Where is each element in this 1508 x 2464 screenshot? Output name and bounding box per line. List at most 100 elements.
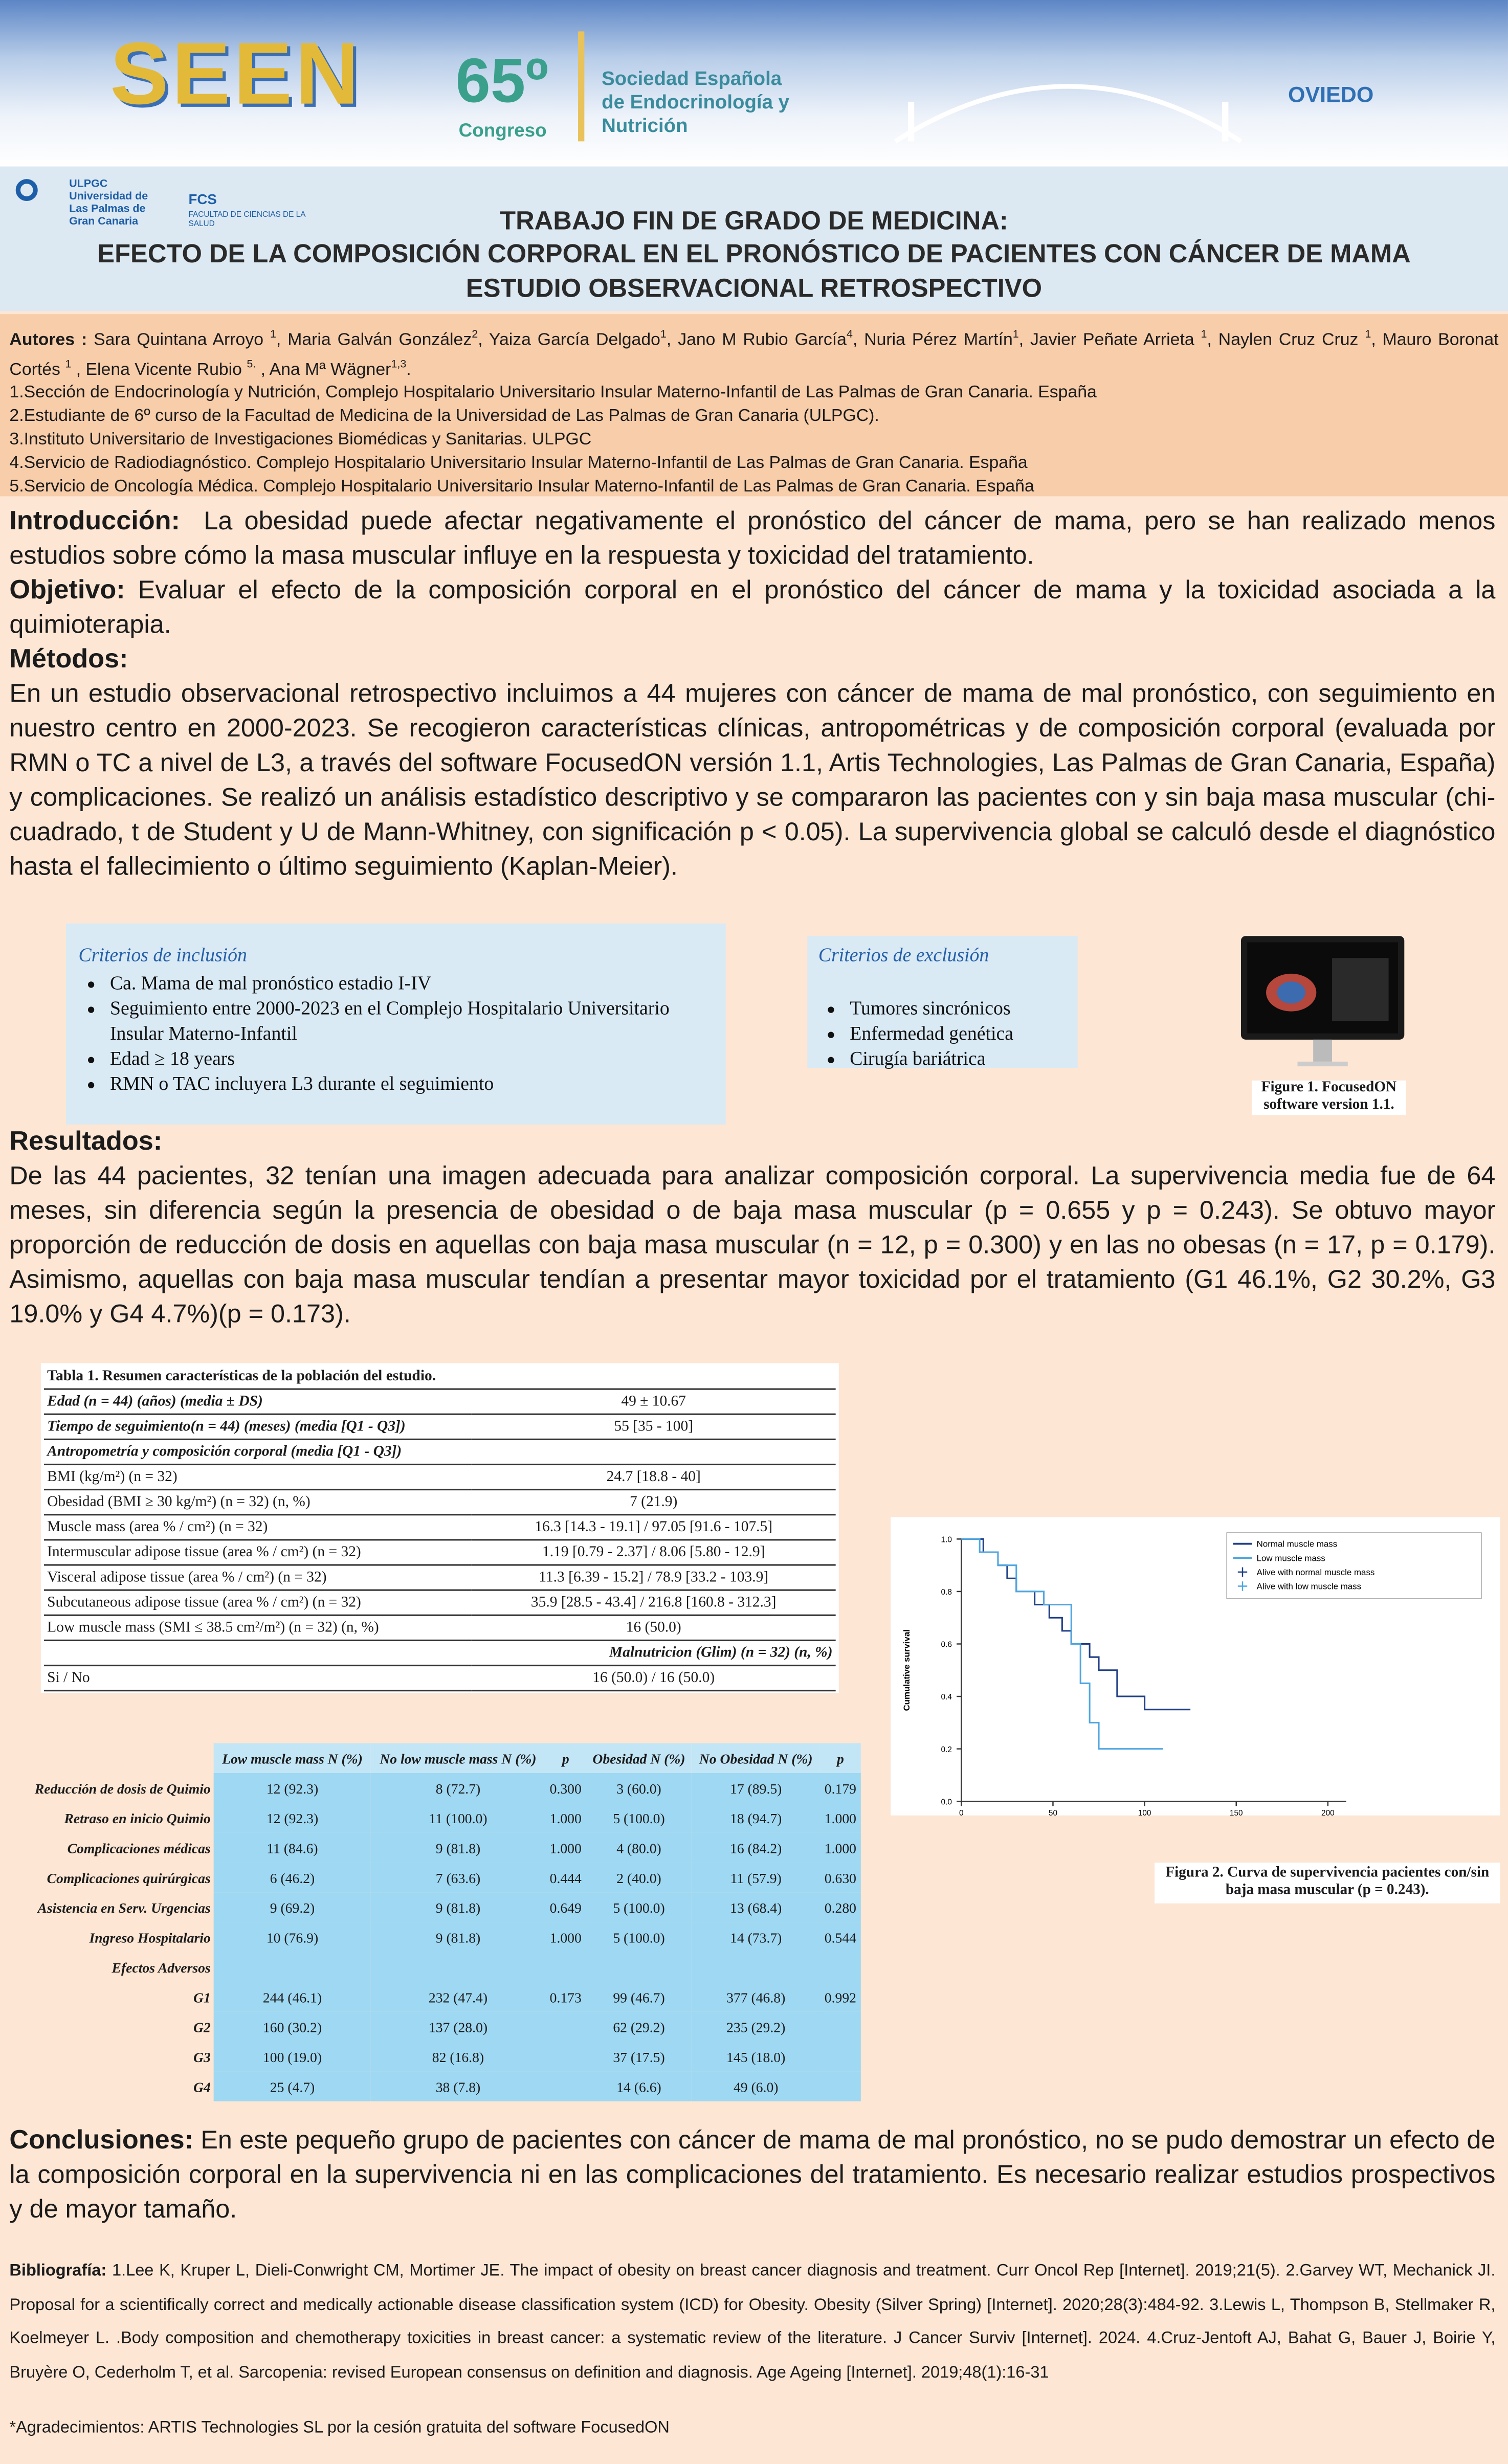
table-value: 1.19 [0.79 - 2.37] / 8.06 [5.80 - 12.9] <box>471 1539 836 1566</box>
table-row: Reducción de dosis de Quimio 12 (92.3) 8 (… <box>18 1773 861 1803</box>
y-tick-label: 1.0 <box>941 1536 952 1544</box>
author-sup: 4 <box>846 329 853 341</box>
table-value: 7 (63.6) <box>371 1862 545 1893</box>
author-text: , Yaiza García Delgado <box>478 330 660 350</box>
table-label: Tiempo de seguimiento(n = 44) (meses) (m… <box>43 1414 472 1440</box>
table-value: 13 (68.4) <box>692 1892 820 1922</box>
author-text: , Elena Vicente Rubio <box>71 360 247 379</box>
table-row: Edad (n = 44) (años) (media ± DS) 49 ± 10… <box>43 1390 836 1415</box>
author-text: Sara Quintana Arroyo <box>87 330 270 350</box>
row-label: Ingreso Hospitalario <box>18 1922 214 1953</box>
criteria-item: Seguimiento entre 2000-2023 en el Comple… <box>110 996 713 1046</box>
y-tick-label: 0.4 <box>941 1693 952 1701</box>
table-row: Ingreso Hospitalario 10 (76.9) 9 (81.8) 1.0… <box>18 1922 861 1953</box>
section-label: Métodos: <box>9 644 128 674</box>
table-value: 82 (16.8) <box>371 2042 545 2072</box>
author-sup: 1,3 <box>391 359 407 370</box>
table-value: 9 (81.8) <box>371 1892 545 1922</box>
table-value: 3 (60.0) <box>586 1773 692 1803</box>
results-section: Resultados: De las 44 pacientes, 32 tení… <box>9 1125 1495 1332</box>
stand-base <box>1297 1061 1348 1067</box>
column-header: No low muscle mass N (%) <box>371 1743 545 1773</box>
table-value: 0.649 <box>545 1892 586 1922</box>
figure2-caption: Figura 2. Curva de supervivencia pacient… <box>1155 1862 1500 1903</box>
legend-label: Alive with normal muscle mass <box>1257 1567 1375 1577</box>
table-value: 11 (84.6) <box>213 1832 371 1863</box>
metodos: Métodos: En un estudio observacional retr… <box>9 642 1495 884</box>
table-value: 1.000 <box>545 1922 586 1953</box>
authors-label: Autores : <box>9 330 87 350</box>
box-title: Criterios de exclusión <box>818 944 989 966</box>
table-value: 11 (100.0) <box>371 1803 545 1833</box>
table-value: 16 (84.2) <box>692 1832 820 1863</box>
author-sup: 1 <box>65 359 72 370</box>
table-value: 11 (57.9) <box>692 1862 820 1893</box>
empty-cell <box>545 2071 586 2101</box>
logo-divider <box>578 31 585 142</box>
table-value: 5 (100.0) <box>586 1892 692 1922</box>
title-line: ESTUDIO OBSERVACIONAL RETROSPECTIVO <box>465 275 1043 303</box>
author-text: , Ana Mª Wägner <box>256 360 391 379</box>
title-line: EFECTO DE LA COMPOSICIÓN CORPORAL EN EL … <box>97 240 1411 269</box>
row-label: Reducción de dosis de Quimio <box>18 1773 214 1803</box>
congress-number: 65º <box>455 47 549 117</box>
table-value: 1.000 <box>545 1803 586 1833</box>
table-value: 99 (46.7) <box>586 1982 692 2012</box>
header-blank <box>18 1743 214 1773</box>
author-text: , Naylen Cruz Cruz <box>1207 330 1365 350</box>
author-sup: 2 <box>472 329 478 341</box>
table-value: 16.3 [14.3 - 19.1] / 97.05 [91.6 - 107.5… <box>471 1514 836 1541</box>
criteria-item: RMN o TAC incluyera L3 durante el seguim… <box>110 1071 713 1096</box>
author-text: , Javier Peñate Arrieta <box>1018 330 1201 350</box>
survival-curve <box>961 1538 1191 1711</box>
author-sup: 1 <box>270 329 276 341</box>
table-label: Si / No <box>43 1665 472 1692</box>
legend-censor-marker <box>1237 1581 1248 1591</box>
exclusion-box: Criterios de exclusión Tumores sincrónic… <box>807 936 1078 1069</box>
table-row: Intermuscular adipose tissue (area % / c… <box>43 1539 836 1566</box>
table-value: 49 ± 10.67 <box>471 1390 836 1415</box>
affiliation: 3.Instituto Universitario de Investigaci… <box>9 431 592 450</box>
inclusion-box: Criterios de inclusión Ca. Mama de mal p… <box>65 923 726 1125</box>
empty-cell <box>819 2011 861 2042</box>
table-value: 16 (50.0) <box>471 1615 836 1641</box>
header-band: SEEN 65º Congreso Sociedad Española de E… <box>0 0 1508 167</box>
column-header: p <box>545 1743 586 1773</box>
legend-label: Alive with low muscle mass <box>1257 1582 1361 1592</box>
table-value: 17 (89.5) <box>692 1773 820 1803</box>
legend-censor-marker <box>1237 1567 1248 1577</box>
row-label: G4 <box>18 2071 214 2101</box>
affiliation: 1.Sección de Endocrinología y Nutrición,… <box>9 384 1097 403</box>
table-row: Asistencia en Serv. Urgencias 9 (69.2) 9 (… <box>18 1892 861 1922</box>
column-header: p <box>819 1743 861 1773</box>
fcs-name: FACULTAD DE CIENCIAS DE LA SALUD <box>188 210 305 230</box>
table-value: 2 (40.0) <box>586 1862 692 1893</box>
table-row: Antropometría y composición corporal (me… <box>43 1439 836 1466</box>
section-text: De las 44 pacientes, 32 tenían una image… <box>9 1162 1496 1329</box>
x-tick-label: 100 <box>1138 1809 1151 1816</box>
authors-box: Autores : Sara Quintana Arroyo 1, Maria … <box>0 314 1508 497</box>
y-tick-label: 0.6 <box>941 1641 952 1649</box>
table-row: Retraso en inicio Quimio 12 (92.3) 11 (100… <box>18 1803 861 1833</box>
table-value: 9 (81.8) <box>371 1922 545 1953</box>
affiliations: 1.Sección de Endocrinología y Nutrición,… <box>9 382 1498 500</box>
table-row: Obesidad (BMI ≥ 30 kg/m²) (n = 32) (n, %… <box>43 1489 836 1516</box>
ulpgc-acronym: ULPGC <box>69 179 108 190</box>
table-value: 12 (92.3) <box>213 1803 371 1833</box>
section-label: Objetivo: <box>9 574 125 605</box>
author-sup: 5. <box>247 359 256 370</box>
y-tick-label: 0.0 <box>941 1798 952 1806</box>
section-text: En este pequeño grupo de pacientes con c… <box>9 2126 1496 2224</box>
table-value: 1.000 <box>545 1832 586 1863</box>
table-value: 6 (46.2) <box>213 1862 371 1893</box>
row-label: Retraso en inicio Quimio <box>18 1803 214 1833</box>
table-value: 9 (69.2) <box>213 1892 371 1922</box>
affiliation: 4.Servicio de Radiodiagnóstico. Complejo… <box>9 454 1028 474</box>
table-value: 25 (4.7) <box>213 2071 371 2101</box>
table-value: 244 (46.1) <box>213 1982 371 2012</box>
author-sup: 1 <box>1365 329 1371 341</box>
column-header: No Obesidad N (%) <box>692 1743 820 1773</box>
bibliography-label: Bibliografía: <box>9 2261 107 2280</box>
criteria-item: Tumores sincrónicos <box>850 996 1067 1021</box>
